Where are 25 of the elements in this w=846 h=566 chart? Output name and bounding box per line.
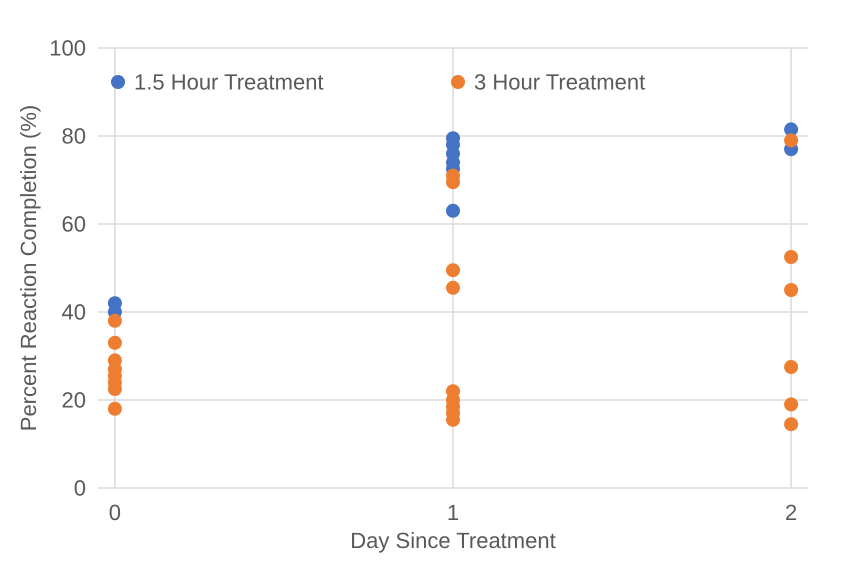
y-axis-title: Percent Reaction Completion (%) (16, 104, 41, 432)
y-tick-label: 20 (62, 388, 86, 413)
x-tick-label: 1 (446, 500, 460, 525)
y-tick-label: 0 (74, 476, 86, 501)
point (446, 204, 460, 218)
y-tick-label: 80 (62, 124, 86, 149)
point (784, 397, 798, 412)
point (784, 417, 798, 432)
y-tick-label: 40 (62, 300, 86, 325)
point (108, 402, 122, 416)
point (784, 283, 798, 297)
point (784, 133, 798, 148)
point (446, 263, 460, 278)
x-axis-title: Day Since Treatment (350, 528, 556, 553)
point (784, 360, 798, 374)
point (108, 336, 122, 350)
point (108, 314, 122, 328)
y-tick-label: 60 (62, 212, 86, 237)
point (446, 280, 460, 295)
y-tick-label: 100 (49, 36, 86, 61)
legend-label: 3 Hour Treatment (474, 70, 646, 95)
legend-label: 1.5 Hour Treatment (134, 70, 324, 95)
x-tick-label: 0 (108, 500, 122, 525)
x-tick-label: 2 (784, 500, 798, 525)
point (784, 250, 798, 264)
